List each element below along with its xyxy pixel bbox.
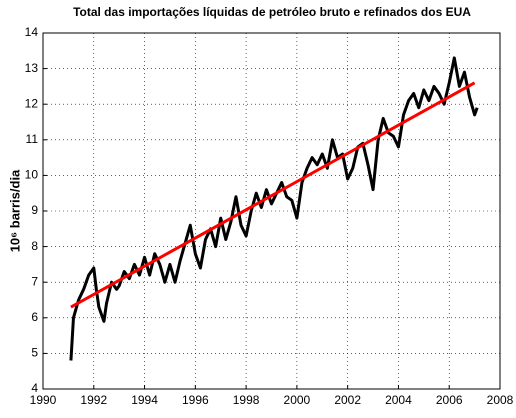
y-tick-label: 13 <box>25 61 39 75</box>
y-tick-label: 5 <box>31 346 38 360</box>
x-tick-label: 2008 <box>487 393 514 407</box>
x-tick-label: 1996 <box>182 393 209 407</box>
plot-frame <box>42 32 501 390</box>
trend-line <box>70 81 476 309</box>
x-tick-label: 1994 <box>131 393 158 407</box>
x-tick-label: 1990 <box>30 393 57 407</box>
x-tick-label: 1992 <box>80 393 107 407</box>
x-tick-label: 1998 <box>233 393 260 407</box>
x-tick-label: 2000 <box>284 393 311 407</box>
y-tick-label: 4 <box>31 381 38 395</box>
y-tick-label: 11 <box>26 132 39 146</box>
x-tick-label: 2004 <box>385 393 412 407</box>
y-tick-label: 14 <box>25 25 39 39</box>
y-axis-label: 10⁶ barris/dia <box>7 169 22 252</box>
y-tick-label: 12 <box>25 96 39 110</box>
y-tick-label: 9 <box>31 203 38 217</box>
y-tick-label: 10 <box>25 168 39 182</box>
x-tick-label: 2006 <box>436 393 463 407</box>
y-tick-label: 8 <box>31 239 38 253</box>
x-tick-label: 2002 <box>334 393 361 407</box>
chart-title: Total das importações líquidas de petról… <box>73 5 471 19</box>
y-tick-label: 7 <box>31 274 38 288</box>
y-tick-label: 6 <box>31 310 38 324</box>
